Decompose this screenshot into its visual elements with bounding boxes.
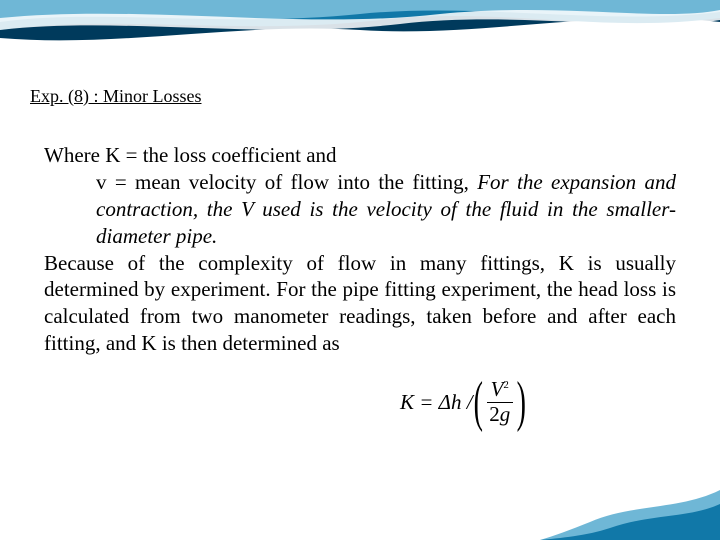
header-wave: [0, 0, 720, 90]
den-var: g: [500, 402, 511, 426]
fraction: V2 2g: [485, 378, 514, 425]
slide-title: Exp. (8) : Minor Losses: [30, 86, 201, 107]
v-def-plain: v = mean velocity of flow into the fitti…: [96, 170, 477, 194]
den-coeff: 2: [489, 402, 500, 426]
wave-svg: [0, 0, 720, 90]
formula-lhs: K = Δh /: [400, 390, 473, 415]
corner-swoosh: [540, 460, 720, 540]
num-var: V: [491, 377, 504, 401]
line-v-def: v = mean velocity of flow into the fitti…: [44, 169, 676, 250]
fraction-denominator: 2g: [485, 403, 514, 426]
left-paren: (: [473, 378, 482, 426]
para-because: Because of the complexity of flow in man…: [44, 251, 676, 356]
right-paren: ): [517, 378, 526, 426]
line-where-k: Where K = the loss coefficient and: [44, 143, 337, 167]
body-text: Where K = the loss coefficient and v = m…: [44, 142, 676, 357]
fraction-numerator: V2: [487, 378, 513, 402]
corner-svg: [540, 460, 720, 540]
formula: K = Δh / ( V2 2g ): [400, 378, 527, 426]
num-exp: 2: [503, 379, 509, 391]
